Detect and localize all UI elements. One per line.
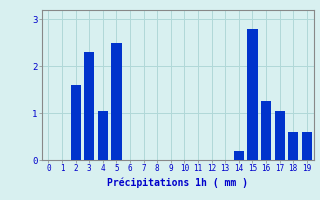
Bar: [261, 101, 271, 160]
Bar: [70, 85, 81, 160]
Bar: [84, 52, 94, 160]
Bar: [234, 151, 244, 160]
Bar: [275, 111, 285, 160]
X-axis label: Précipitations 1h ( mm ): Précipitations 1h ( mm ): [107, 177, 248, 188]
Bar: [98, 111, 108, 160]
Bar: [111, 43, 122, 160]
Bar: [247, 29, 258, 160]
Bar: [288, 132, 298, 160]
Bar: [302, 132, 312, 160]
